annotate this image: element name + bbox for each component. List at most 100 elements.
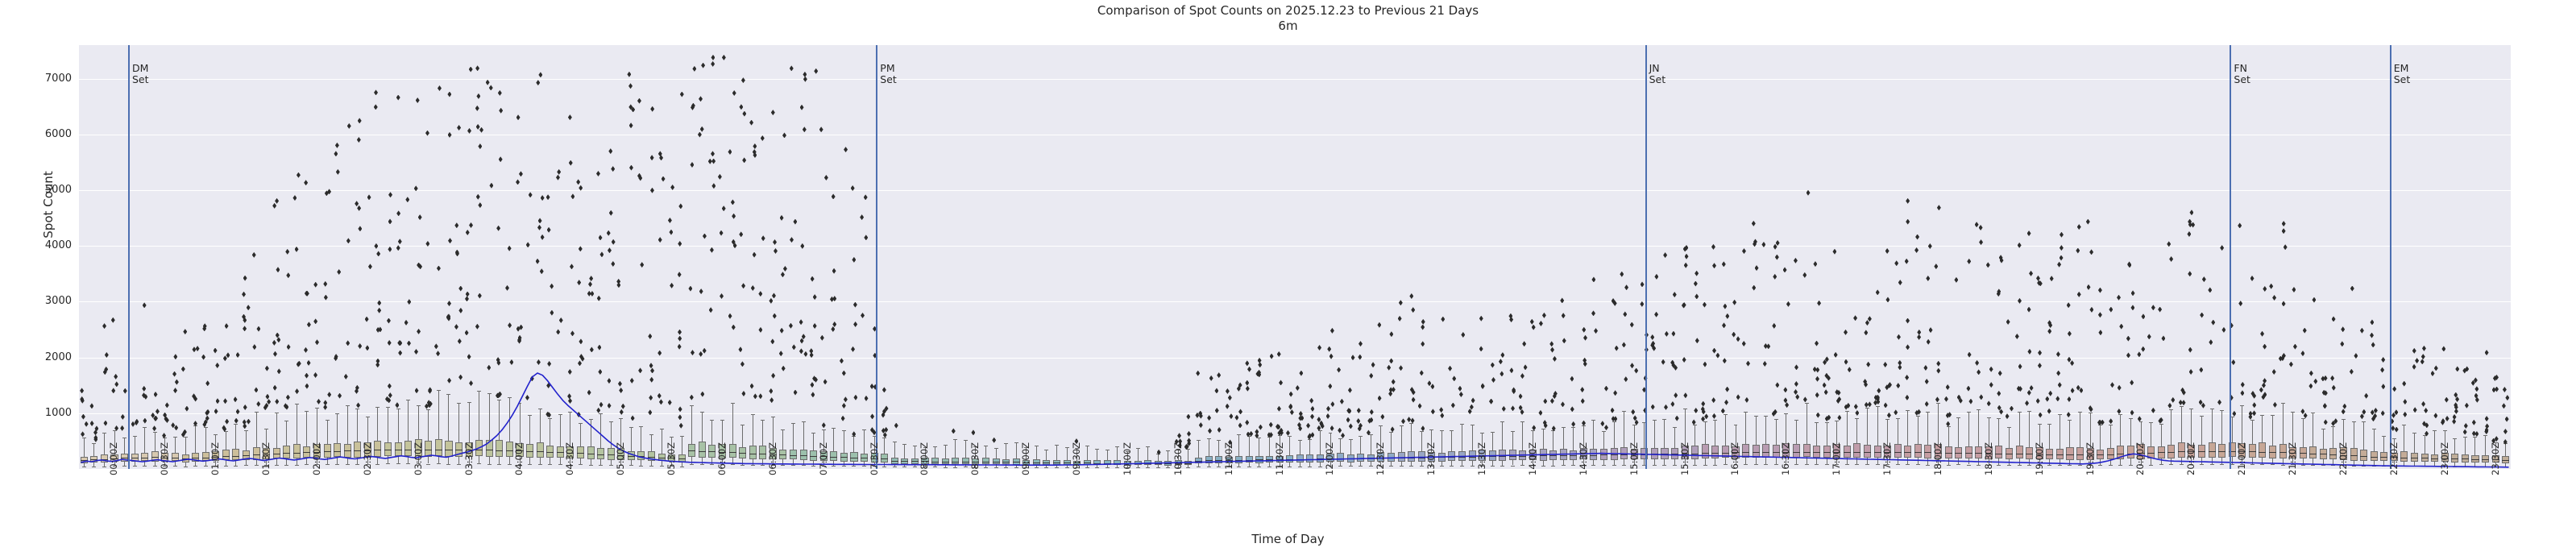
outlier-diamond — [1543, 398, 1548, 404]
box-whisker-cap — [1054, 445, 1059, 446]
outlier-diamond — [323, 400, 328, 406]
box-median — [2076, 454, 2084, 456]
outlier-diamond — [595, 171, 600, 177]
outlier-diamond — [1775, 382, 1780, 388]
outlier-diamond — [375, 362, 380, 368]
box-whisker — [276, 412, 277, 465]
box-whisker-cap — [254, 411, 259, 413]
outlier-diamond — [1701, 400, 1706, 407]
outlier-diamond — [1508, 313, 1513, 319]
box-whisker-cap — [2220, 409, 2225, 411]
outlier-diamond — [214, 408, 218, 414]
outlier-diamond — [226, 352, 230, 359]
outlier-diamond — [155, 409, 160, 415]
box-whisker-cap — [2209, 464, 2214, 466]
box-whisker-cap — [355, 463, 360, 465]
outlier-diamond — [700, 391, 705, 397]
outlier-diamond — [468, 66, 473, 73]
outlier-diamond — [1298, 425, 1303, 432]
outlier-diamond — [607, 247, 612, 254]
outlier-diamond — [377, 307, 382, 313]
box-whisker — [2221, 409, 2223, 465]
outlier-diamond — [143, 393, 148, 400]
outlier-diamond — [1711, 413, 1716, 419]
outlier-diamond — [272, 202, 277, 209]
box — [1721, 445, 1729, 458]
box-whisker-cap — [1105, 467, 1110, 468]
box-whisker — [1583, 425, 1584, 466]
box-whisker-cap — [203, 465, 208, 467]
outlier-diamond — [690, 161, 695, 168]
outlier-diamond — [770, 110, 775, 116]
outlier-diamond — [475, 123, 480, 130]
outlier-diamond — [1258, 362, 1263, 368]
box — [151, 451, 159, 462]
outlier-diamond — [304, 180, 309, 186]
box-median — [981, 462, 989, 463]
box-whisker-cap — [1915, 464, 1920, 466]
box-whisker-cap — [558, 414, 562, 416]
outlier-diamond — [821, 422, 826, 429]
box-whisker-cap — [386, 407, 391, 408]
box-whisker-cap — [477, 463, 482, 465]
outlier-diamond — [638, 367, 643, 374]
box-whisker-cap — [2270, 464, 2275, 466]
outlier-diamond — [1317, 417, 1321, 423]
box — [799, 450, 807, 460]
outlier-diamond — [1650, 404, 1655, 410]
outlier-diamond — [812, 375, 817, 382]
outlier-diamond — [323, 280, 328, 287]
box-whisker-cap — [315, 408, 319, 409]
outlier-diamond — [1401, 418, 1406, 425]
box — [1205, 456, 1213, 463]
box — [334, 443, 342, 458]
outlier-diamond — [254, 387, 259, 393]
outlier-diamond — [142, 392, 146, 399]
box-median — [2157, 452, 2165, 454]
x-tick-label: 06:00Z — [716, 442, 728, 475]
box — [384, 442, 392, 457]
outlier-diamond — [749, 119, 754, 126]
box-whisker — [985, 446, 986, 467]
box-whisker — [2191, 408, 2192, 464]
outlier-diamond — [678, 335, 682, 342]
box-whisker — [1755, 415, 1757, 465]
outlier-diamond — [649, 155, 654, 161]
box-whisker-cap — [1956, 417, 1961, 418]
box-median — [810, 455, 818, 457]
box-whisker — [2495, 442, 2496, 467]
box-whisker-cap — [1956, 464, 1961, 466]
outlier-diamond — [812, 322, 817, 329]
outlier-diamond — [355, 384, 359, 391]
outlier-diamond — [589, 276, 594, 282]
box-whisker — [1127, 450, 1128, 468]
box-whisker-cap — [1713, 419, 1718, 421]
outlier-diamond — [728, 149, 732, 156]
outlier-diamond — [425, 130, 429, 136]
box-median — [2055, 454, 2064, 455]
outlier-diamond — [650, 367, 655, 374]
box — [1873, 445, 1881, 458]
box-whisker-cap — [1368, 434, 1373, 436]
box-whisker-cap — [599, 465, 604, 466]
outlier-diamond — [354, 388, 359, 394]
box-median — [870, 458, 878, 459]
box-median — [799, 455, 807, 457]
box-median — [952, 461, 960, 463]
outlier-diamond — [142, 302, 147, 309]
box — [2188, 444, 2196, 458]
box-whisker-cap — [720, 464, 724, 466]
box-whisker-cap — [294, 464, 299, 466]
outlier-diamond — [791, 344, 796, 351]
outlier-diamond — [1672, 292, 1677, 298]
box-whisker — [326, 420, 328, 465]
gridline — [79, 413, 2511, 414]
box-whisker — [1451, 429, 1453, 466]
outlier-diamond — [475, 105, 479, 111]
box-whisker-cap — [963, 440, 968, 442]
outlier-diamond — [627, 71, 632, 77]
outlier-diamond — [1309, 397, 1314, 404]
box-median — [1499, 456, 1507, 458]
outlier-diamond — [782, 132, 786, 139]
